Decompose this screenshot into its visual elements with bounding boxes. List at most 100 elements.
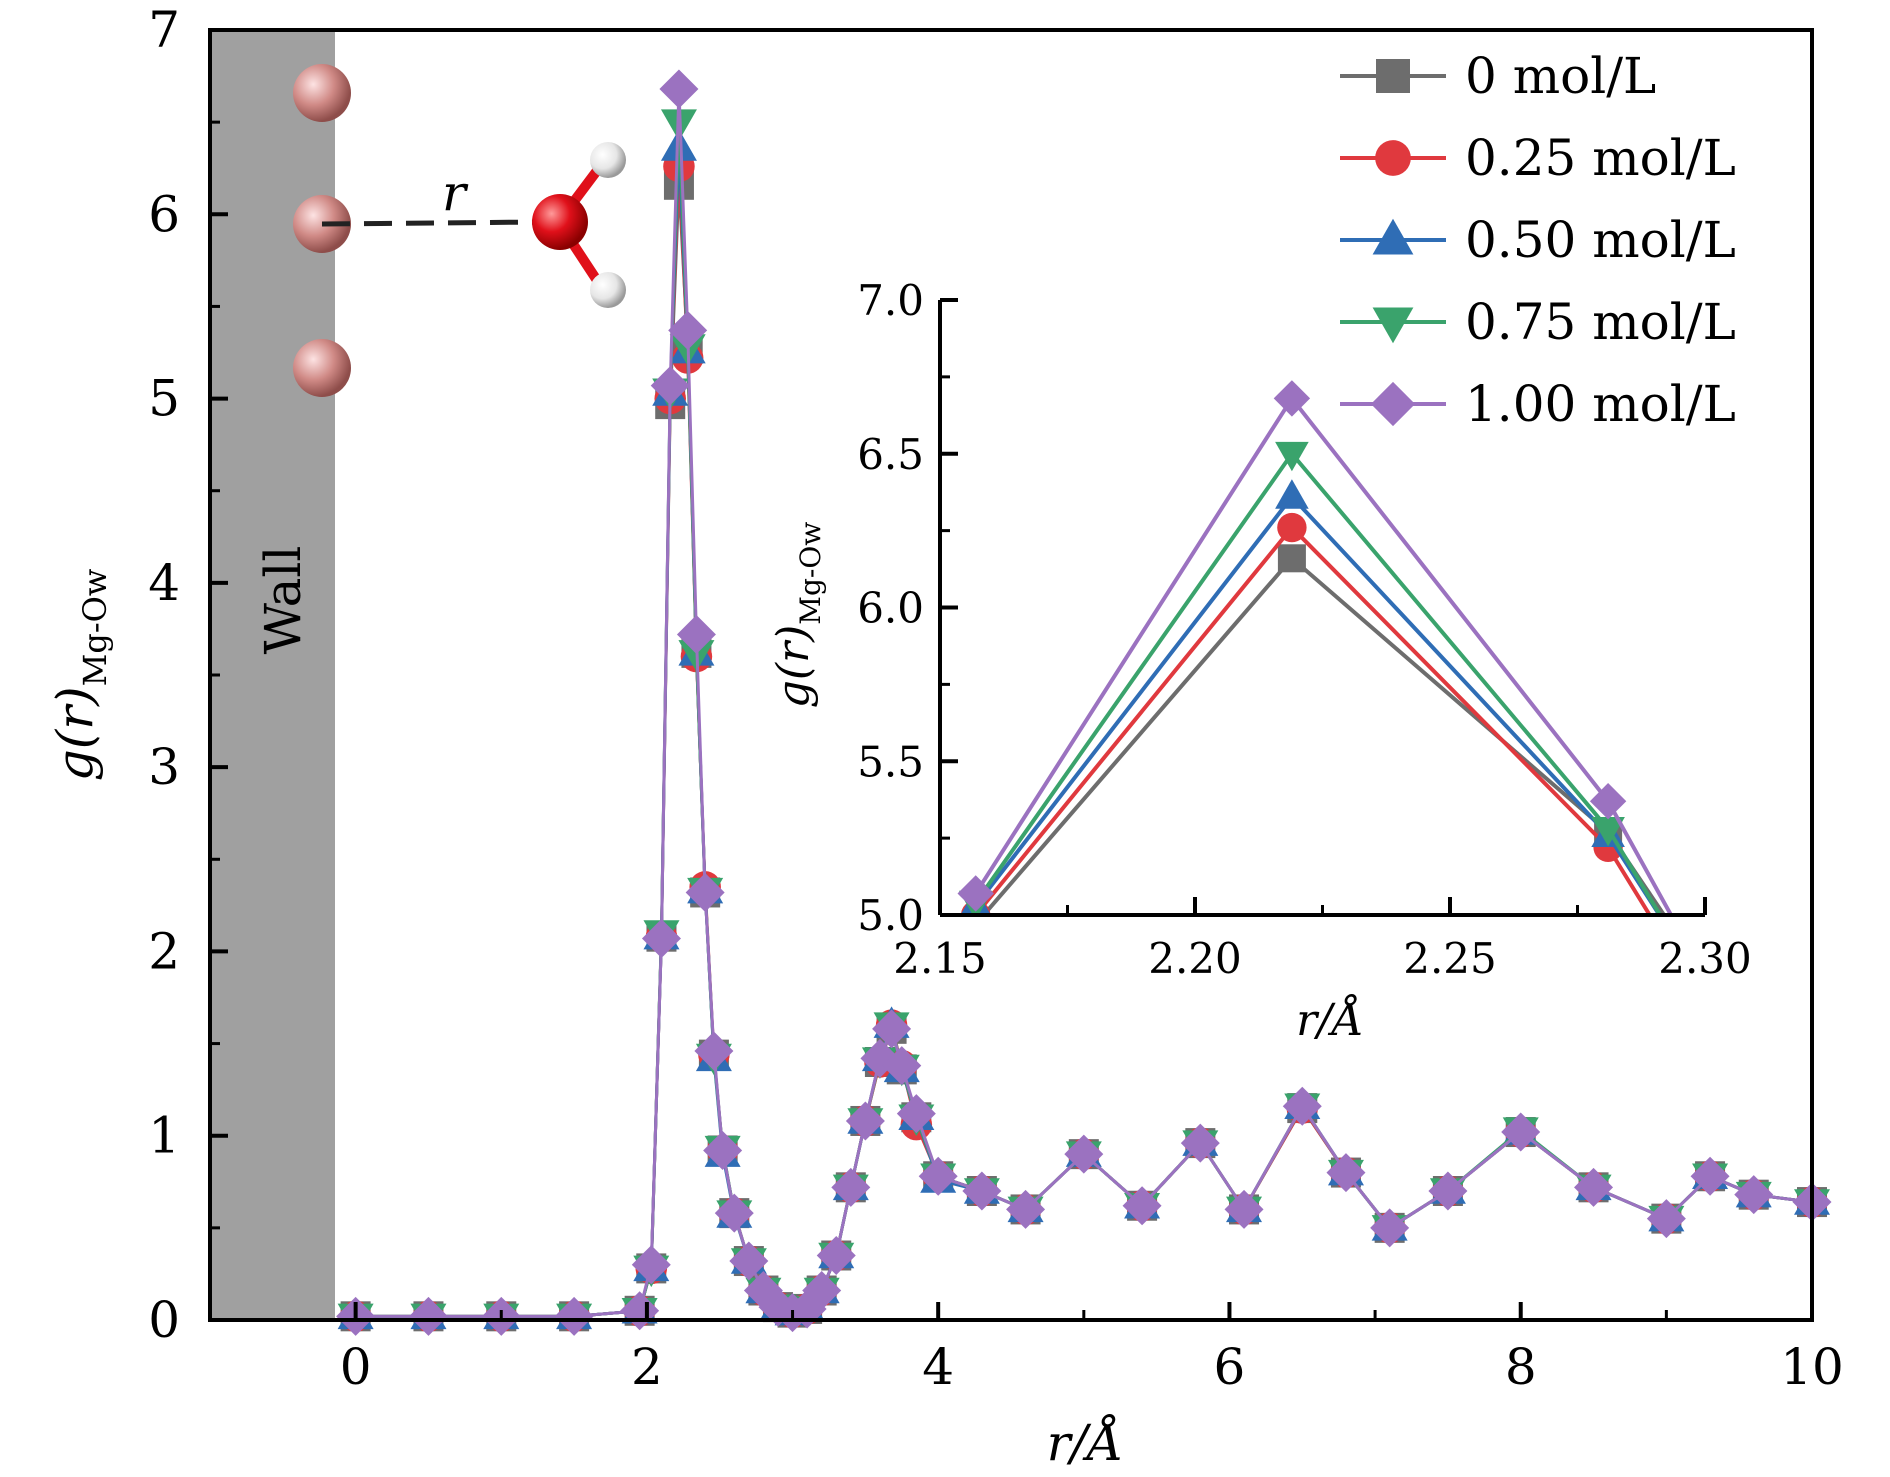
- main-data-point: [659, 69, 699, 109]
- main-series-line: [355, 88, 1813, 1318]
- main-x-tick-label: 10: [1780, 1338, 1844, 1396]
- legend-label: 0 mol/L: [1465, 47, 1656, 105]
- main-y-tick-label: 0: [148, 1291, 180, 1349]
- inset-plot: 2.15 2.20 2.25 2.30 5.0 5.5 6.0 6.5 7.0 r/Å g(r)…: [768, 276, 1752, 1046]
- main-data-point: [1282, 1086, 1322, 1126]
- legend-label: 0.25 mol/L: [1465, 129, 1736, 187]
- main-data-point: [1122, 1186, 1162, 1226]
- inset-data-point: [1277, 512, 1307, 543]
- main-x-axis-title-text: r/Å: [1047, 1413, 1124, 1472]
- main-data-point: [641, 919, 681, 959]
- legend-label: 1.00 mol/L: [1465, 375, 1736, 433]
- inset-data-point: [1275, 441, 1309, 472]
- main-data-point: [845, 1101, 885, 1141]
- main-data-point: [1180, 1123, 1220, 1163]
- main-x-tick-label: 8: [1505, 1338, 1537, 1396]
- main-data-point: [676, 614, 716, 654]
- legend-item: 0.25 mol/L: [1340, 129, 1736, 187]
- main-x-axis-title: r/Å: [1047, 1413, 1124, 1472]
- legend-marker: [1375, 140, 1411, 176]
- main-x-tick-label: 6: [1214, 1338, 1246, 1396]
- inset-data-point: [1277, 544, 1306, 573]
- main-data-point: [668, 310, 708, 350]
- main-data-point: [1501, 1112, 1541, 1152]
- legend-item: 0.50 mol/L: [1340, 211, 1736, 269]
- main-data-point: [694, 1031, 734, 1071]
- main-data-point: [1574, 1167, 1614, 1207]
- inset-x-tick-label: 2.15: [893, 934, 987, 983]
- main-data-point: [1326, 1153, 1366, 1193]
- main-data-point: [802, 1271, 842, 1311]
- main-y-axis-title-main: g(r): [46, 686, 104, 781]
- inset-data-point: [1591, 817, 1625, 847]
- distance-dash-line: [321, 219, 541, 227]
- main-data-point: [1734, 1175, 1774, 1215]
- inset-x-tick-label: 2.30: [1658, 934, 1752, 983]
- inset-y-tick-label: 6.0: [857, 584, 924, 633]
- main-data-point: [1006, 1189, 1046, 1229]
- inset-series-3: [958, 441, 1663, 915]
- inset-data-point: [957, 875, 994, 912]
- inset-y-tick-label: 5.0: [857, 891, 924, 940]
- main-data-point: [703, 1130, 743, 1170]
- main-data-point: [729, 1241, 769, 1281]
- legend-marker: [1372, 218, 1414, 255]
- svg-text:g(r)Mg-Ow: g(r)Mg-Ow: [46, 569, 114, 782]
- main-y-tick-label: 5: [148, 370, 180, 428]
- main-x-tick-label: 0: [340, 1338, 372, 1396]
- legend: 0 mol/L 0.25 mol/L 0.50 mol/L 0.75 mol/L 1.0…: [1340, 47, 1736, 433]
- main-y-tick-label: 6: [148, 185, 180, 243]
- main-data-point: [872, 1009, 912, 1049]
- inset-y-tick-label: 7.0: [857, 276, 924, 325]
- mg-atom-top: [293, 64, 351, 122]
- molecule-illustration: r: [293, 64, 626, 397]
- inset-series-4: [957, 380, 1674, 915]
- inset-series-line: [981, 555, 1667, 915]
- inset-x-axis-title-text: r/Å: [1296, 993, 1364, 1046]
- main-data-point: [1690, 1156, 1730, 1196]
- main-y-tick-label: 3: [148, 738, 180, 796]
- main-axes: 0 2 4 6 8 10 0 1 2 3 4 5 6 7: [148, 1, 1844, 1396]
- main-y-axis-title-sub: Mg-Ow: [76, 569, 114, 687]
- oxygen-atom: [532, 194, 588, 250]
- main-y-tick-label: 4: [148, 554, 180, 612]
- inset-series-line: [974, 394, 1674, 915]
- main-data-point: [714, 1193, 754, 1233]
- inset-data-point: [1273, 380, 1311, 417]
- main-data-point: [882, 1046, 922, 1086]
- main-data-point: [554, 1296, 594, 1336]
- inset-y-tick-label: 5.5: [857, 737, 924, 786]
- main-y-tick-label: 1: [148, 1107, 180, 1165]
- hydrogen-atom-lower: [590, 272, 626, 308]
- inset-y-tick-label: 6.5: [857, 430, 924, 479]
- main-y-tick-label: 7: [148, 1, 180, 59]
- inset-x-tick-label: 2.20: [1148, 934, 1242, 983]
- main-data-point: [896, 1094, 936, 1134]
- inset-series-group: [957, 380, 1674, 915]
- inset-y-axis-title-main: g(r): [768, 625, 819, 709]
- inset-series-line: [974, 524, 1653, 915]
- inset-axes: 2.15 2.20 2.25 2.30 5.0 5.5 6.0 6.5 7.0: [857, 276, 1752, 983]
- main-series-group: [336, 69, 1832, 1336]
- main-data-point: [962, 1171, 1002, 1211]
- distance-r-label: r: [442, 164, 469, 222]
- inset-data-point: [1589, 783, 1627, 820]
- main-y-tick-label: 2: [148, 922, 180, 980]
- main-data-point: [1064, 1134, 1104, 1174]
- wall-label: Wall: [254, 546, 312, 655]
- main-series-4: [336, 69, 1832, 1336]
- main-data-point: [831, 1167, 871, 1207]
- main-data-point: [408, 1296, 448, 1336]
- main-x-tick-label: 2: [631, 1338, 663, 1396]
- inset-series-line: [974, 493, 1662, 915]
- inset-y-axis-title-sub: Mg-Ow: [794, 522, 827, 625]
- inset-series-2: [960, 479, 1662, 915]
- legend-item: 0 mol/L: [1340, 47, 1656, 105]
- main-data-point: [685, 872, 725, 912]
- legend-marker: [1370, 381, 1416, 427]
- main-data-point: [1224, 1189, 1264, 1229]
- main-data-point: [816, 1236, 856, 1275]
- legend-label: 0.50 mol/L: [1465, 211, 1736, 269]
- main-data-point: [1428, 1171, 1468, 1211]
